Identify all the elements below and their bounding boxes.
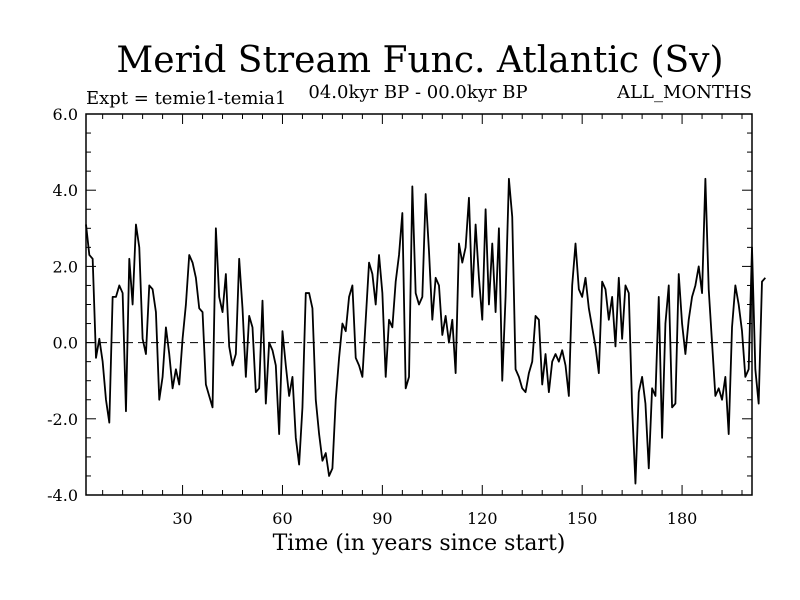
y-tick-label: 6.0 xyxy=(53,105,78,124)
x-tick-label: 60 xyxy=(272,509,292,528)
x-tick-label: 150 xyxy=(567,509,598,528)
y-tick-label: -4.0 xyxy=(47,486,78,505)
plot-frame xyxy=(85,113,753,496)
x-axis-label: Time (in years since start) xyxy=(273,531,566,556)
x-tick-label: 30 xyxy=(172,509,192,528)
experiment-label: Expt = temie1-temia1 xyxy=(86,88,286,109)
series-line xyxy=(85,177,766,485)
months-label: ALL_MONTHS xyxy=(616,82,752,103)
x-tick-label: 180 xyxy=(667,509,698,528)
time-range-label: 04.0kyr BP - 00.0kyr BP xyxy=(308,82,527,103)
y-tick-label: 0.0 xyxy=(53,334,78,353)
x-tick-label: 120 xyxy=(467,509,498,528)
y-tick-label: 2.0 xyxy=(53,257,78,276)
y-tick-label: -2.0 xyxy=(47,410,78,429)
x-tick-label: 90 xyxy=(372,509,392,528)
y-tick-label: 4.0 xyxy=(53,181,78,200)
plot-area: -4.0 -2.0 0.0 2.0 4.0 6.0 30 60 90 120 150 180 xyxy=(47,105,766,528)
chart-title: Merid Stream Func. Atlantic (Sv) xyxy=(116,40,723,81)
